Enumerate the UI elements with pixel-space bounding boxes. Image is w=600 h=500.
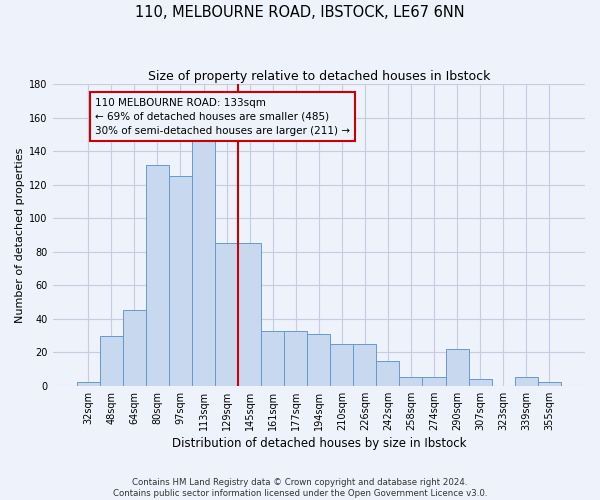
Text: 110, MELBOURNE ROAD, IBSTOCK, LE67 6NN: 110, MELBOURNE ROAD, IBSTOCK, LE67 6NN — [135, 5, 465, 20]
Bar — [77, 382, 100, 386]
Bar — [307, 334, 330, 386]
Bar — [169, 176, 192, 386]
Bar — [261, 330, 284, 386]
Text: Contains HM Land Registry data © Crown copyright and database right 2024.
Contai: Contains HM Land Registry data © Crown c… — [113, 478, 487, 498]
Title: Size of property relative to detached houses in Ibstock: Size of property relative to detached ho… — [148, 70, 490, 83]
Bar — [469, 379, 491, 386]
Bar — [146, 164, 169, 386]
Bar — [376, 360, 400, 386]
Bar — [192, 138, 215, 386]
Bar — [400, 378, 422, 386]
Bar — [100, 336, 123, 386]
Bar — [123, 310, 146, 386]
Bar — [353, 344, 376, 386]
Bar — [446, 349, 469, 386]
Y-axis label: Number of detached properties: Number of detached properties — [15, 148, 25, 322]
Bar — [238, 244, 261, 386]
Bar — [515, 378, 538, 386]
Bar — [538, 382, 561, 386]
Bar — [422, 378, 446, 386]
X-axis label: Distribution of detached houses by size in Ibstock: Distribution of detached houses by size … — [172, 437, 466, 450]
Bar — [215, 244, 238, 386]
Bar — [284, 330, 307, 386]
Text: 110 MELBOURNE ROAD: 133sqm
← 69% of detached houses are smaller (485)
30% of sem: 110 MELBOURNE ROAD: 133sqm ← 69% of deta… — [95, 98, 350, 136]
Bar — [330, 344, 353, 386]
